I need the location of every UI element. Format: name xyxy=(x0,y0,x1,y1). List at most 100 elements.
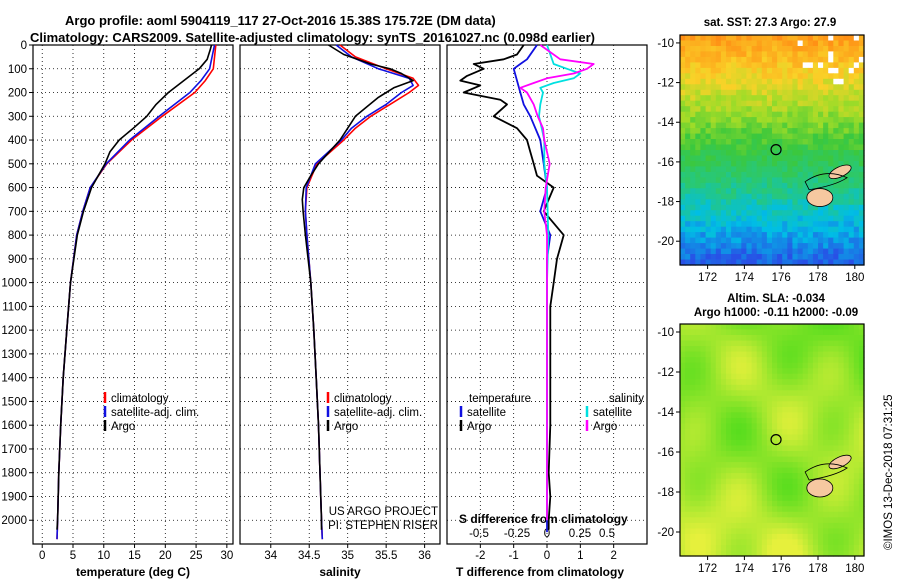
sla-map-cell xyxy=(858,357,865,364)
sst-map-cell xyxy=(818,62,824,69)
sla-map-cell xyxy=(761,346,768,353)
sst-map-cell xyxy=(772,144,778,151)
sst-map-cell xyxy=(741,193,747,200)
sst-map-cell xyxy=(731,128,737,135)
sst-map-cell xyxy=(700,89,707,96)
sst-map-cell xyxy=(690,204,696,211)
sst-map-cell xyxy=(797,78,804,85)
sst-map-cell xyxy=(715,237,722,244)
sla-map-cell xyxy=(853,451,860,458)
sla-map-cell xyxy=(787,462,793,469)
sst-map-cell xyxy=(812,95,819,102)
sla-map-cell xyxy=(818,550,824,557)
sst-map-cell xyxy=(858,215,865,222)
sst-map-cell xyxy=(807,100,814,107)
sla-map-cell xyxy=(853,384,860,391)
sst-map-cell xyxy=(848,166,855,173)
sst-map-cell xyxy=(751,133,758,140)
sla-map-cell xyxy=(848,533,855,540)
sst-map-cell xyxy=(838,243,845,250)
sst-map-ytick-label: -18 xyxy=(657,197,674,209)
sla-map-cell xyxy=(710,462,717,469)
sst-map-cell xyxy=(838,226,845,233)
sst-map-cell xyxy=(782,188,788,195)
sst-map-cell xyxy=(690,144,696,151)
sst-map-cell xyxy=(741,117,747,124)
sst-map-cell xyxy=(720,78,727,85)
sla-map-cell xyxy=(726,440,732,447)
sst-map-cell xyxy=(787,237,793,244)
sst-map-cell xyxy=(741,171,747,178)
sst-map-cell xyxy=(695,232,701,239)
sla-map-cell xyxy=(720,340,727,347)
sst-map-cell xyxy=(792,128,799,135)
sst-map-cell xyxy=(756,161,763,168)
sla-map-cell xyxy=(843,340,850,347)
temp-xtick-label: 25 xyxy=(190,550,203,562)
sst-map-cell xyxy=(782,78,788,85)
sst-map-cell xyxy=(720,73,727,80)
sla-map-cell xyxy=(690,434,696,441)
diff-series-temp-argo xyxy=(459,44,565,530)
sla-map-cell xyxy=(680,423,686,430)
sst-map-cell xyxy=(751,193,758,200)
sst-map-cell xyxy=(843,188,850,195)
sla-map-cell xyxy=(828,440,834,447)
sst-map-cell xyxy=(685,188,691,195)
sla-map-cell xyxy=(731,484,737,491)
sla-map-cell xyxy=(838,517,845,524)
sst-map-cell xyxy=(858,78,865,85)
sla-map-cell xyxy=(812,324,819,331)
sst-map-cell xyxy=(787,56,793,63)
sst-map-cell xyxy=(726,51,732,58)
sla-map-cell xyxy=(848,473,855,480)
sla-map-cell xyxy=(772,522,778,529)
sla-map-cell xyxy=(843,406,850,413)
sla-map-cell xyxy=(833,533,839,540)
sst-map-cell xyxy=(848,35,855,42)
sst-map-cell xyxy=(720,35,727,42)
sla-map-cell xyxy=(680,462,686,469)
sst-map-cell xyxy=(802,199,809,206)
sst-map-cell xyxy=(802,171,809,178)
sla-map-cell xyxy=(843,379,850,386)
sst-map-cell xyxy=(828,128,834,135)
sla-map-cell xyxy=(853,517,860,524)
sla-map-cell xyxy=(802,379,809,386)
sst-map-cell xyxy=(746,139,753,146)
sla-map-cell xyxy=(710,533,717,540)
sst-map-cell xyxy=(838,62,845,69)
sst-map-cell xyxy=(756,166,763,173)
sst-map-cell xyxy=(720,95,727,102)
sst-map-cell xyxy=(736,150,742,157)
sal-legend-label: Argo xyxy=(334,421,358,433)
sla-map-cell xyxy=(751,346,758,353)
sla-map-cell xyxy=(685,412,691,419)
sla-map-cell xyxy=(700,533,707,540)
sla-map-cell xyxy=(741,550,747,557)
sla-map-cell xyxy=(705,528,712,535)
sla-map-cell xyxy=(695,406,701,413)
sla-map-cell xyxy=(787,417,793,424)
sst-map-cell xyxy=(772,56,778,63)
sst-map-cell xyxy=(782,171,788,178)
sst-map-cell xyxy=(828,46,834,53)
sst-map-cell xyxy=(761,243,768,250)
sst-map-cell xyxy=(710,188,717,195)
sst-map-cell xyxy=(838,73,845,80)
sla-map-cell xyxy=(838,401,845,408)
sla-map-xtick-label: 174 xyxy=(735,563,755,575)
sla-map-cell xyxy=(720,384,727,391)
sla-map-cell xyxy=(761,335,768,342)
sla-map-cell xyxy=(828,423,834,430)
sla-map-cell xyxy=(833,324,839,331)
sst-map-cell xyxy=(812,122,819,129)
sla-map-cell xyxy=(833,335,839,342)
sla-map-cell xyxy=(695,473,701,480)
sst-map-cell xyxy=(792,226,799,233)
sla-map-cell xyxy=(746,384,753,391)
sla-map-cell xyxy=(726,395,732,402)
sla-map-cell xyxy=(756,434,763,441)
sst-map-cell xyxy=(833,139,839,146)
sst-map-cell xyxy=(715,166,722,173)
